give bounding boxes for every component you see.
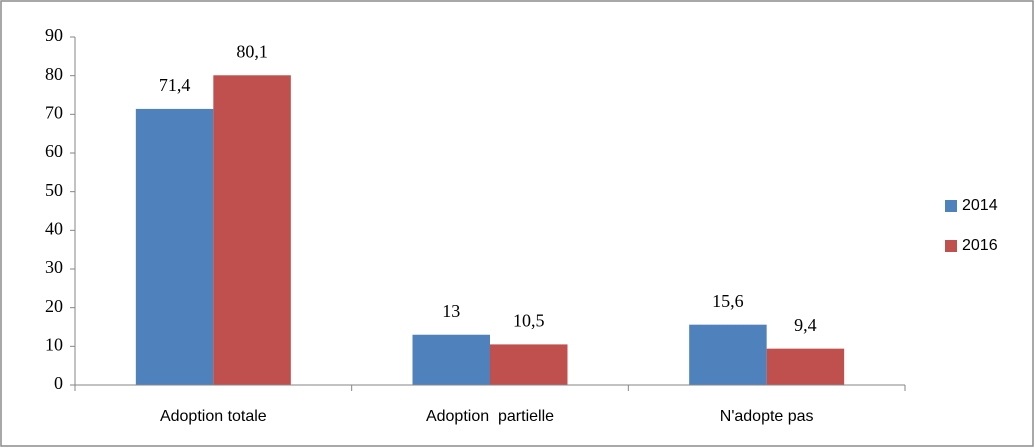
y-tick-label: 20 bbox=[45, 296, 63, 316]
x-tick-label: N'adopte pas bbox=[720, 408, 814, 425]
data-label: 71,4 bbox=[159, 75, 191, 95]
legend-label: 2014 bbox=[962, 197, 998, 214]
y-tick-label: 10 bbox=[45, 334, 63, 354]
y-tick-label: 30 bbox=[45, 257, 63, 277]
legend-swatch bbox=[945, 200, 957, 212]
y-tick-label: 50 bbox=[45, 180, 63, 200]
y-tick-label: 80 bbox=[45, 64, 63, 84]
data-label: 9,4 bbox=[794, 315, 817, 335]
legend-swatch bbox=[945, 240, 957, 252]
y-tick-label: 70 bbox=[45, 102, 63, 122]
bar bbox=[412, 334, 490, 385]
bar bbox=[135, 108, 214, 386]
data-label: 10,5 bbox=[513, 311, 545, 331]
bar bbox=[490, 344, 568, 385]
y-tick-label: 40 bbox=[45, 218, 63, 238]
bar bbox=[689, 324, 767, 385]
y-tick-label: 90 bbox=[45, 25, 63, 45]
data-label: 80,1 bbox=[236, 41, 268, 61]
x-tick-label: Adoption totale bbox=[160, 408, 267, 425]
bar bbox=[213, 75, 291, 385]
bar bbox=[766, 348, 845, 385]
y-tick-label: 60 bbox=[45, 141, 63, 161]
x-tick-label: Adoption partielle bbox=[426, 408, 554, 425]
legend-label: 2016 bbox=[962, 237, 998, 254]
y-tick-label: 0 bbox=[54, 373, 63, 393]
data-label: 15,6 bbox=[712, 291, 744, 311]
data-label: 13 bbox=[442, 301, 460, 321]
